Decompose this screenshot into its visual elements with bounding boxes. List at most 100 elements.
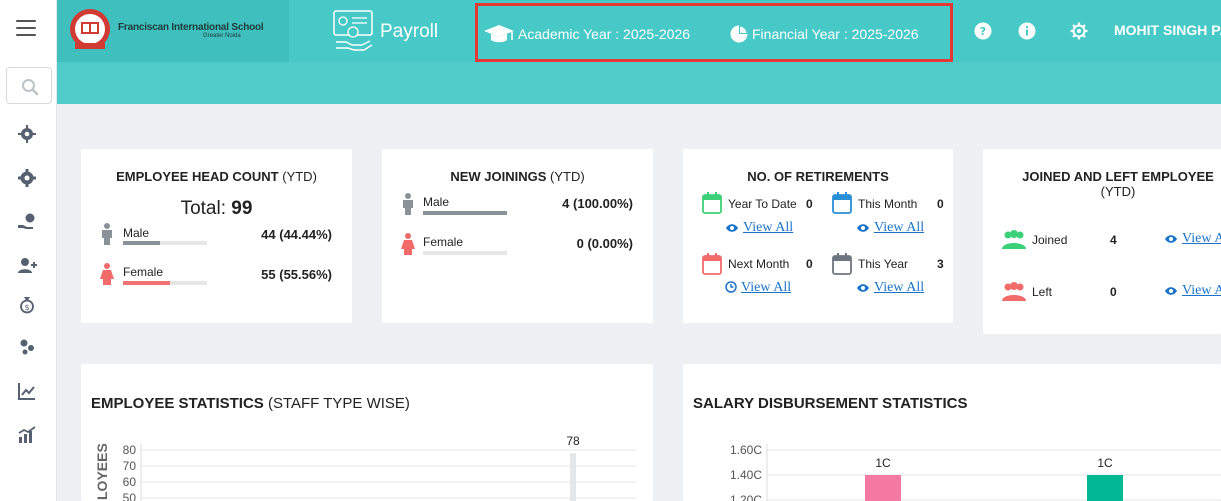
employee-statistics-title: EMPLOYEE STATISTICS (STAFF TYPE WISE) [91, 395, 410, 412]
head-count-title: EMPLOYEE HEAD COUNT (YTD) [81, 169, 352, 184]
info-icon[interactable] [1018, 22, 1036, 40]
menu-toggle-icon[interactable] [16, 20, 36, 36]
academic-year-selector[interactable]: Academic Year : 2025-2026 [483, 22, 690, 46]
head-count-card: EMPLOYEE HEAD COUNT (YTD) Total: 99 Male… [81, 149, 352, 323]
this-month-label: This Month [858, 197, 918, 211]
joined-left-title-text: JOINED AND LEFT EMPLOYEE [1022, 169, 1214, 184]
next-month-count: 0 [806, 257, 813, 271]
view-all-text: View All [874, 280, 925, 295]
joined-left-suffix: (YTD) [1100, 184, 1136, 199]
dashboard-gear-icon [18, 125, 36, 143]
svg-text:?: ? [980, 25, 986, 38]
eye-icon [726, 224, 738, 232]
this-month-count: 0 [937, 197, 944, 211]
joined-view-all-link[interactable]: View A [1164, 231, 1221, 247]
y-tick-label: 1.60C [730, 443, 762, 457]
head-count-suffix: (YTD) [282, 169, 317, 184]
staff-type-chart: LOYEES 80 70 60 50 78 [94, 434, 636, 501]
calendar-gray-icon [832, 253, 852, 275]
y-tick-label: 1.20C [730, 493, 762, 501]
sidebar-item-dashboard[interactable] [17, 124, 37, 144]
male-icon [102, 223, 112, 245]
view-all-text: View A [1182, 231, 1221, 246]
graduation-cap-icon [484, 25, 514, 43]
sidebar-item-analytics[interactable] [17, 425, 37, 445]
head-count-total: Total: 99 [81, 198, 352, 220]
module-title[interactable]: Payroll [380, 21, 439, 42]
calendar-red-icon [702, 253, 722, 275]
female-icon [401, 233, 415, 255]
sidebar-item-reports[interactable] [17, 381, 37, 401]
new-joinings-title-text: NEW JOININGS [450, 169, 547, 184]
eye-icon [857, 224, 869, 232]
new-joinings-card: NEW JOININGS (YTD) Male 4 (100.00%) Fema… [382, 149, 653, 323]
calendar-blue-icon [832, 192, 852, 214]
sidebar-item-payments[interactable]: $ [17, 294, 37, 314]
sidebar-item-add-employee[interactable] [17, 256, 37, 276]
salary-statistics-card: SALARY DISBURSEMENT STATISTICS 1.60C 1.40… [683, 364, 1221, 501]
financial-year-selector[interactable]: Financial Year : 2025-2026 [729, 22, 919, 46]
ytd-label: Year To Date [728, 197, 797, 211]
female-progress [423, 251, 507, 255]
male-count: 4 (100.00%) [562, 196, 633, 211]
sidebar-item-salary[interactable] [17, 212, 37, 232]
academic-year-label: Academic Year : 2025-2026 [518, 26, 691, 42]
view-all-text: View A [1182, 283, 1221, 298]
sidebar: $ [0, 0, 57, 501]
year-selector-highlight: Academic Year : 2025-2026 Financial Year… [475, 3, 953, 62]
hand-money-icon [18, 213, 35, 229]
pie-chart-icon [730, 25, 748, 43]
bar [865, 475, 901, 501]
employee-statistics-card: EMPLOYEE STATISTICS (STAFF TYPE WISE) LO… [81, 364, 653, 501]
y-tick-label: 60 [123, 475, 137, 489]
joined-left-title: JOINED AND LEFT EMPLOYEE (YTD) [1003, 169, 1221, 199]
this-year-count: 3 [937, 257, 944, 271]
school-location: Greater Noida [203, 33, 241, 39]
female-count: 0 (0.00%) [576, 236, 633, 251]
settings-icon [18, 169, 36, 187]
eye-icon [1165, 287, 1177, 295]
bar [1087, 475, 1123, 501]
data-label: 1C [1097, 456, 1113, 470]
ytd-count: 0 [806, 197, 813, 211]
head-count-title-text: EMPLOYEE HEAD COUNT [116, 169, 279, 184]
coins-icon [20, 339, 34, 355]
next-month-view-all-link[interactable]: View All [725, 280, 791, 296]
school-logo-block[interactable]: Franciscan International School Greater … [57, 0, 289, 62]
data-label: 78 [566, 434, 580, 448]
employee-statistics-title-text: EMPLOYEE STATISTICS [91, 395, 264, 412]
sidebar-item-loans[interactable] [17, 337, 37, 357]
y-tick-label: 50 [123, 491, 137, 501]
report-chart-icon [18, 383, 35, 400]
male-icon [403, 193, 413, 215]
joined-left-card: JOINED AND LEFT EMPLOYEE (YTD) Joined 4 … [983, 149, 1221, 334]
female-label: Female [423, 235, 464, 249]
clock-icon [725, 281, 737, 293]
male-progress [423, 211, 507, 215]
user-menu[interactable]: MOHIT SINGH PA [1114, 22, 1221, 38]
view-all-text: View All [743, 220, 794, 235]
help-icon[interactable]: ? [974, 22, 992, 40]
eye-icon [857, 284, 869, 292]
this-month-view-all-link[interactable]: View All [856, 220, 924, 236]
sidebar-item-settings[interactable] [17, 168, 37, 188]
ytd-view-all-link[interactable]: View All [725, 220, 793, 236]
bar [570, 453, 576, 501]
y-tick-label: 80 [123, 443, 137, 457]
left-view-all-link[interactable]: View A [1164, 283, 1221, 299]
retirements-title: NO. OF RETIREMENTS [747, 169, 889, 184]
joined-count: 4 [1110, 233, 1117, 247]
female-progress [123, 281, 207, 285]
bar-chart-icon [18, 426, 36, 443]
sidebar-search-button[interactable] [6, 67, 52, 104]
this-year-view-all-link[interactable]: View All [856, 280, 924, 296]
next-month-label: Next Month [728, 257, 790, 271]
svg-text:$: $ [24, 303, 29, 312]
male-count: 44 (44.44%) [261, 227, 332, 242]
male-label: Male [423, 195, 450, 209]
female-count: 55 (55.56%) [261, 267, 332, 282]
salary-statistics-title: SALARY DISBURSEMENT STATISTICS [693, 395, 968, 412]
female-icon [100, 263, 114, 285]
this-year-label: This Year [858, 257, 909, 271]
settings-gear-icon[interactable] [1070, 22, 1088, 40]
